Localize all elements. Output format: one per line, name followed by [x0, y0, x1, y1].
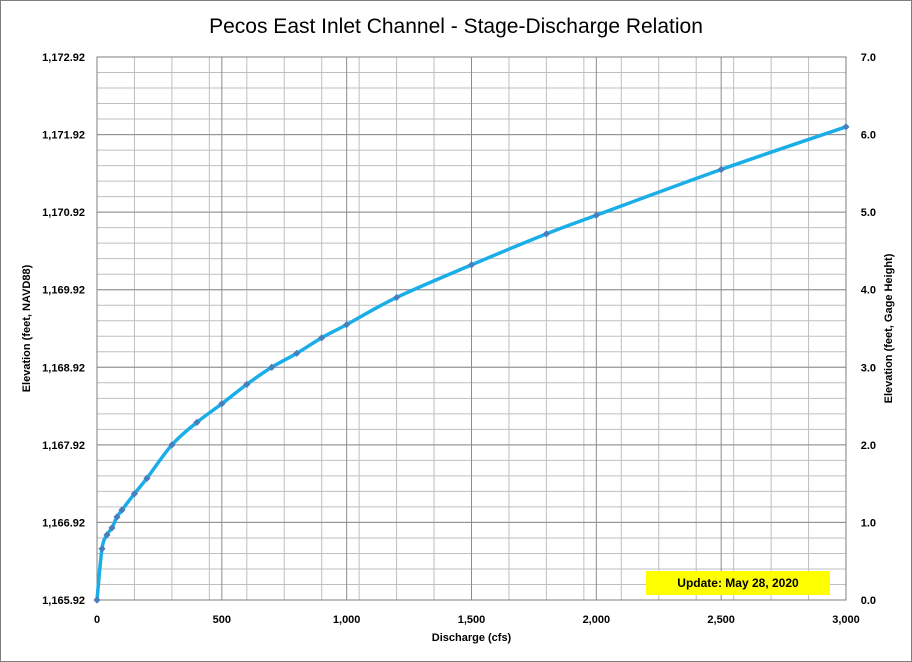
data-point-marker: [168, 441, 176, 449]
data-point-marker: [842, 123, 850, 131]
x-tick-label: 2,500: [707, 614, 735, 626]
x-tick-label: 500: [213, 614, 231, 626]
data-point-marker: [93, 596, 101, 604]
data-point-marker: [130, 490, 139, 498]
chart-title: Pecos East Inlet Channel - Stage-Dischar…: [209, 15, 703, 38]
data-point-marker: [98, 545, 106, 553]
y-tick-label: 1,166.92: [42, 517, 85, 529]
y2-tick-label: 6.0: [861, 130, 876, 142]
y2-tick-label: 4.0: [861, 285, 876, 297]
y-tick-label: 1,169.92: [42, 285, 85, 297]
data-point-marker: [118, 506, 126, 514]
y-tick-label: 1,167.92: [42, 440, 85, 452]
y-tick-label: 1,172.92: [42, 52, 85, 64]
y2-tick-label: 7.0: [861, 52, 876, 64]
data-point-marker: [113, 513, 121, 521]
x-tick-label: 2,000: [583, 614, 611, 626]
data-point-marker: [542, 230, 550, 238]
tick-label-layer: 0 500 1,000 1,500 2,000 2,500 3,000 1,165.92 1,1…: [42, 52, 876, 626]
x-tick-label: 3,000: [832, 614, 860, 626]
y-axis-label: Elevation (feet, NAVD88): [21, 264, 33, 392]
data-point-marker: [393, 293, 401, 302]
data-point-marker: [268, 363, 276, 371]
data-point-marker: [143, 474, 151, 482]
series-layer: [93, 123, 850, 604]
y2-tick-label: 3.0: [861, 362, 876, 374]
y2-tick-label: 1.0: [861, 517, 876, 529]
data-point-marker: [318, 334, 326, 342]
data-point-marker: [592, 211, 600, 219]
update-annotation-box: [646, 571, 830, 595]
data-point-marker: [108, 524, 116, 532]
data-point-marker: [717, 165, 725, 174]
data-point-marker: [343, 321, 351, 329]
data-point-marker: [193, 418, 201, 426]
grid-layer: [96, 56, 847, 601]
update-annotation: Update: May 28, 2020: [646, 571, 830, 595]
y-tick-label: 1,168.92: [42, 362, 85, 374]
data-point-marker: [293, 349, 301, 357]
y-tick-label: 1,171.92: [42, 130, 85, 142]
y2-tick-label: 5.0: [861, 207, 876, 219]
data-point-marker: [467, 261, 476, 269]
x-axis-label: Discharge (cfs): [432, 632, 512, 644]
plot-area-border: [96, 56, 847, 601]
x-tick-label: 1,000: [333, 614, 361, 626]
y-tick-label: 1,165.92: [42, 595, 85, 607]
data-point-marker: [103, 531, 111, 539]
y2-tick-label: 2.0: [861, 440, 876, 452]
y2-tick-label: 0.0: [861, 595, 876, 607]
y-tick-label: 1,170.92: [42, 207, 85, 219]
data-point-marker: [218, 400, 226, 408]
data-point-marker: [243, 380, 251, 388]
y2-axis-label: Elevation (feet, Gage Height): [883, 253, 895, 403]
x-tick-label: 0: [94, 614, 100, 626]
update-annotation-text: Update: May 28, 2020: [677, 576, 799, 590]
x-tick-label: 1,500: [458, 614, 486, 626]
